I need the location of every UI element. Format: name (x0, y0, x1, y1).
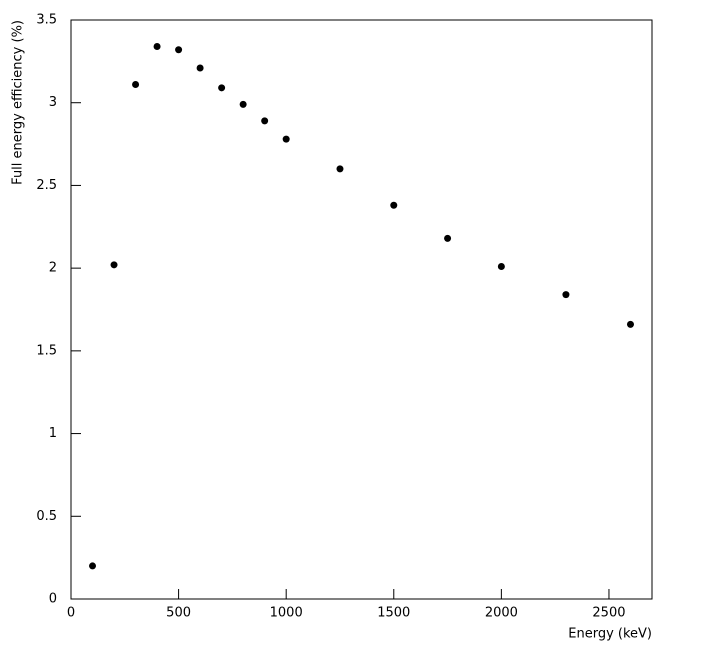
data-point (336, 165, 344, 173)
data-point (175, 46, 183, 54)
plot-frame (70, 19, 653, 600)
data-point (239, 100, 247, 108)
data-point (132, 81, 140, 89)
y-tick-label: 3 (49, 95, 57, 110)
data-point (562, 291, 570, 299)
x-tick-label: 2000 (485, 606, 518, 621)
x-tick-label: 1000 (270, 606, 303, 621)
x-tick-label: 1500 (377, 606, 410, 621)
data-point (110, 261, 118, 269)
y-tick-label: 1 (49, 426, 57, 441)
data-point (390, 201, 398, 209)
y-tick-label: 0 (49, 592, 57, 607)
data-point (282, 135, 290, 143)
x-axis-label: Energy (keV) (568, 627, 652, 642)
data-point (153, 42, 161, 50)
x-tick-label: 0 (67, 606, 75, 621)
data-point (89, 562, 97, 570)
y-tick-label: 2.5 (36, 178, 57, 193)
data-point (261, 117, 269, 125)
data-point (218, 84, 226, 92)
data-point (626, 320, 634, 328)
x-tick-label: 500 (166, 606, 191, 621)
y-tick-label: 1.5 (36, 343, 57, 358)
y-tick-label: 3.5 (36, 13, 57, 28)
x-tick-label: 2500 (592, 606, 625, 621)
data-point (196, 64, 204, 72)
y-tick-label: 0.5 (36, 509, 57, 524)
y-axis-label: Full energy efficiency (%) (11, 20, 26, 185)
y-tick-label: 2 (49, 261, 57, 276)
data-point (497, 262, 505, 270)
data-point (444, 234, 452, 242)
